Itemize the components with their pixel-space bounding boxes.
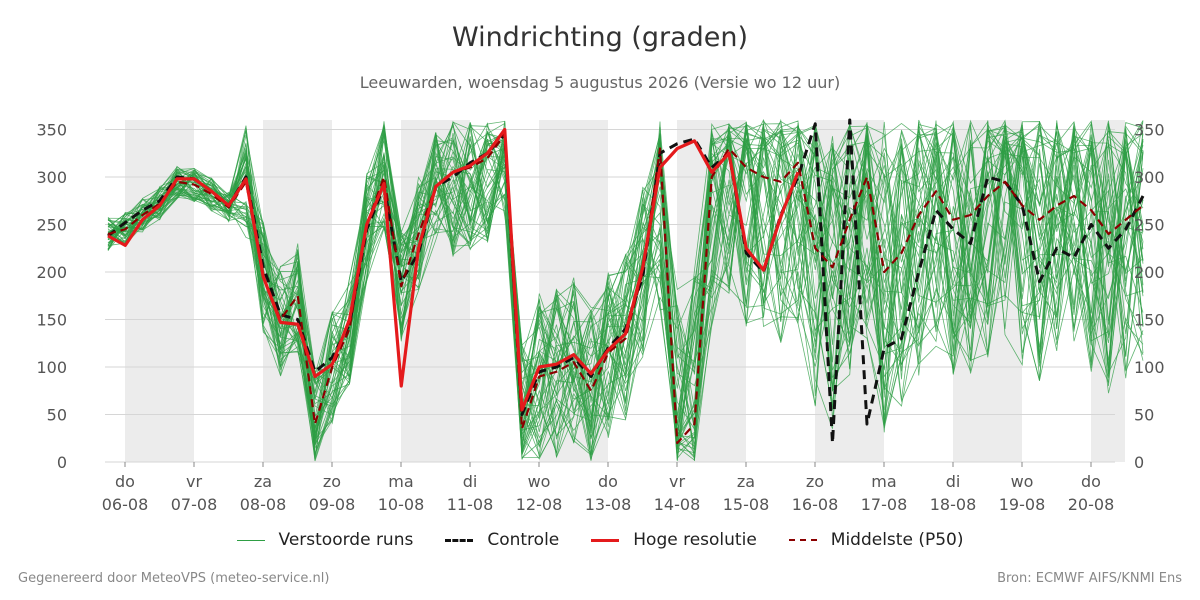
ensemble-run-line [107,123,1144,455]
y-tick-label: 200 [1134,263,1165,282]
x-tick-day: zo [323,472,341,491]
x-tick-date: 15-08 [723,495,770,514]
x-tick-date: 08-08 [240,495,287,514]
x-tick-date: 11-08 [447,495,494,514]
y-axis-right: 0 50 100 150 200 250 300 350 [1134,121,1165,473]
legend-item-p50: Middelste (P50) [788,530,964,550]
legend-swatch-control [445,538,474,542]
x-tick-date: 12-08 [516,495,563,514]
legend-item-ensemble: Verstoorde runs [236,530,414,550]
x-tick-day: wo [1011,472,1034,491]
y-tick-label: 150 [1134,311,1165,330]
main-series [107,118,1145,445]
hres-line [107,127,800,412]
chart-subtitle: Leeuwarden, woensdag 5 augustus 2026 (Ve… [359,73,841,92]
legend-label-hres: Hoge resolutie [633,530,757,550]
y-tick-label: 300 [36,168,67,187]
x-tick-day: do [598,472,618,491]
x-tick-day: ma [388,472,413,491]
x-tick-day: za [737,472,755,491]
y-tick-label: 50 [1134,406,1154,425]
ensemble-run-line [107,125,1144,462]
ensemble-run-line [107,120,1144,457]
legend-swatch-ensemble [236,539,265,541]
y-tick-label: 100 [1134,358,1165,377]
y-tick-label: 0 [1134,453,1144,472]
ensemble-run-line [107,122,1144,456]
legend-label-p50: Middelste (P50) [830,530,964,550]
y-tick-label: 150 [36,311,67,330]
ensemble-run-line [107,121,1144,460]
legend-swatch-p50 [788,539,817,541]
x-tick-date: 10-08 [378,495,425,514]
y-tick-label: 350 [36,121,67,140]
y-axis-left: 0 50 100 150 200 250 300 350 [36,121,67,473]
x-tick-date: 16-08 [792,495,839,514]
x-tick-day: do [115,472,135,491]
x-tick-day: di [463,472,478,491]
ensemble-run-line [107,120,1144,460]
ensemble-run-line [107,121,1144,446]
ensemble-run-line [107,119,1144,455]
ensemble-run-line [107,128,1144,461]
x-tick-day: vr [669,472,685,491]
legend-item-hres: Hoge resolutie [591,530,757,550]
legend-item-control: Controle [445,530,559,550]
x-tick-date: 06-08 [102,495,149,514]
x-tick-day: do [1081,472,1101,491]
x-axis: do 06-08 vr 07-08 za 08-08 zo 09-08 ma 10-08 di 11-… [102,462,1115,514]
ensemble-run-line [107,120,1144,454]
ensemble-run-line [107,121,1144,456]
chart-title: Windrichting (graden) [451,22,749,53]
y-tick-label: 250 [36,216,67,235]
y-tick-label: 350 [1134,121,1165,140]
footer-generated-by: Gegenereerd door MeteoVPS (meteo-service… [18,571,330,586]
x-tick-date: 09-08 [309,495,356,514]
x-tick-date: 07-08 [171,495,218,514]
x-tick-date: 19-08 [999,495,1046,514]
legend-label-control: Controle [487,530,560,550]
legend-swatch-hres [591,538,620,542]
footer-source: Bron: ECMWF AIFS/KNMI Ens [997,571,1182,586]
x-tick-date: 14-08 [654,495,701,514]
y-tick-label: 250 [1134,216,1165,235]
y-tick-label: 100 [36,358,67,377]
ensemble-run-line [107,130,1144,450]
x-tick-day: zo [806,472,824,491]
x-tick-date: 13-08 [585,495,632,514]
legend: Verstoorde runs Controle Hoge resolutie … [0,530,1200,550]
y-tick-label: 50 [47,406,67,425]
x-tick-day: di [946,472,961,491]
y-tick-label: 300 [1134,168,1165,187]
ensemble-run-line [107,121,1144,460]
ensemble-run-line [107,124,1144,456]
x-tick-day: vr [186,472,202,491]
x-tick-date: 20-08 [1068,495,1115,514]
x-tick-date: 17-08 [861,495,908,514]
p50-line [107,133,1144,445]
x-tick-day: wo [528,472,551,491]
x-tick-date: 18-08 [930,495,977,514]
y-tick-label: 0 [57,453,67,472]
y-tick-label: 200 [36,263,67,282]
x-tick-day: ma [871,472,896,491]
legend-label-ensemble: Verstoorde runs [278,530,414,550]
x-tick-day: za [254,472,272,491]
